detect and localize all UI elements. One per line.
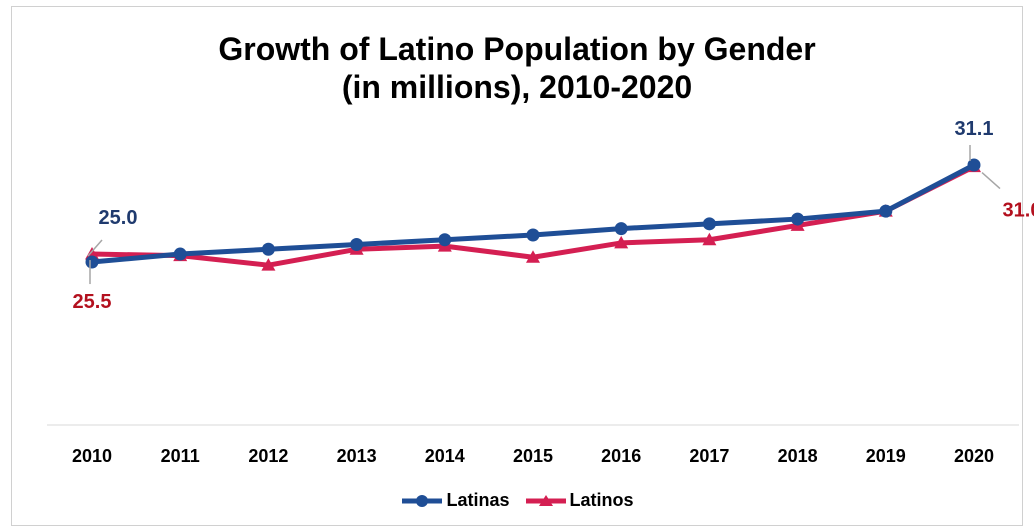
point-latinas-2020 (967, 158, 981, 172)
x-tick-label-2019: 2019 (866, 446, 906, 466)
point-latinos-2012 (261, 258, 276, 271)
point-latinas-2013 (350, 238, 364, 252)
x-tick-labels: 2010 2011 2012 2013 2014 2015 2016 2017 2018 2019… (72, 446, 994, 466)
legend: Latinas Latinos (0, 490, 1034, 511)
x-tick-label-2014: 2014 (425, 446, 465, 466)
point-latinos-2015 (526, 250, 540, 263)
series-line-latinas (91, 162, 976, 265)
chart-title: Growth of Latino Population by Gender (i… (0, 30, 1034, 106)
leader-line-latinas-2010 (87, 239, 103, 257)
x-tick-label-2012: 2012 (248, 446, 288, 466)
data-label-latinas-2020: 31.1 (955, 118, 994, 140)
leader-line-latinos-2020 (981, 172, 1001, 190)
legend-label-latinos: Latinos (569, 490, 634, 510)
legend-label-latinas: Latinas (446, 490, 510, 510)
point-latinas-2018 (791, 212, 805, 226)
legend-item-latinas: Latinas (400, 490, 510, 511)
chart-title-line-2: (in millions), 2010-2020 (341, 69, 693, 105)
x-tick-label-2017: 2017 (689, 446, 729, 466)
x-tick-label-2011: 2011 (161, 446, 200, 466)
point-latinas-2010 (85, 255, 99, 269)
series-layer (85, 158, 981, 271)
legend-item-latinos: Latinos (524, 490, 634, 511)
legend-marker-latinos (525, 494, 566, 506)
point-latinas-2017 (702, 217, 716, 231)
x-tick-label-2015: 2015 (513, 446, 553, 466)
x-tick-label-2018: 2018 (778, 446, 818, 466)
x-tick-label-2010: 2010 (72, 446, 112, 466)
legend-marker-latinas (402, 494, 443, 507)
data-labels: 25.0 25.5 31.1 31.0 (73, 118, 1034, 313)
point-latinas-2016 (614, 222, 628, 236)
point-latinas-2019 (879, 204, 893, 218)
x-tick-label-2016: 2016 (601, 446, 641, 466)
chart-title-line-1: Growth of Latino Population by Gender (218, 31, 816, 67)
data-label-latinos-2020: 31.0 (1003, 200, 1034, 222)
point-latinas-2012 (261, 242, 275, 256)
point-latinos-2016 (614, 235, 629, 249)
point-latinas-2015 (526, 228, 540, 242)
data-label-latinos-2010: 25.5 (73, 291, 112, 313)
point-latinas-2014 (438, 233, 452, 247)
x-tick-label-2013: 2013 (337, 446, 377, 466)
point-latinas-2011 (173, 247, 187, 261)
data-label-latinas-2010: 25.0 (99, 207, 138, 229)
point-latinos-2017 (702, 232, 717, 246)
x-tick-label-2020: 2020 (954, 446, 994, 466)
